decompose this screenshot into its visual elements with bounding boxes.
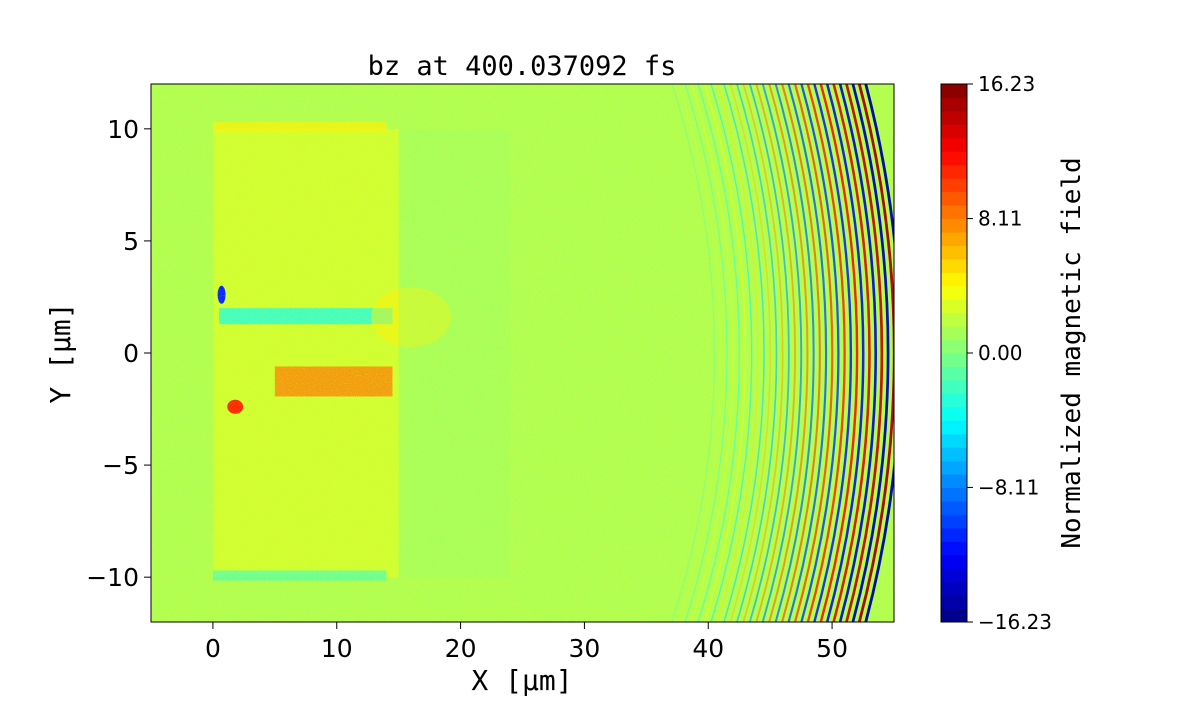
- x-tick-label: 50: [816, 634, 848, 663]
- wavefront-arc: [864, 84, 894, 622]
- wavefront-arc: [723, 84, 765, 622]
- colorbar-band: [941, 339, 967, 354]
- colorbar-band: [941, 124, 967, 139]
- colorbar-band: [941, 433, 967, 448]
- colorbar-band: [941, 245, 967, 260]
- y-tick-label: 0: [123, 339, 139, 368]
- colorbar-band: [941, 299, 967, 314]
- colorbar-band: [941, 366, 967, 381]
- x-axis: 0 10 20 30 40 50: [205, 622, 848, 663]
- x-tick-label: 10: [321, 634, 353, 663]
- wavefront-arc: [825, 84, 865, 622]
- colorbar-band: [941, 110, 967, 125]
- colorbar-band: [941, 205, 967, 219]
- x-tick-label: 40: [692, 634, 724, 663]
- colorbar-label: Normalized magnetic field: [1057, 157, 1087, 548]
- wavefront-arc: [690, 84, 734, 622]
- colorbar-ticks: 16.23 8.11 0.00 −8.11 −16.23: [967, 72, 1052, 634]
- colorbar-band: [941, 393, 967, 408]
- wavefront-arc: [800, 84, 840, 622]
- colorbar-band: [941, 191, 967, 206]
- colorbar-band: [941, 581, 967, 596]
- wavefront-arc: [697, 84, 740, 622]
- wavefront-arc: [845, 84, 884, 622]
- y-axis: 10 5 0 −5 −10: [86, 115, 151, 592]
- wavefronts: [664, 84, 894, 622]
- wavefront-arc: [832, 84, 871, 622]
- wavefront-arc: [677, 84, 722, 622]
- wavefront-arc: [806, 84, 846, 622]
- wavefront-arc: [729, 84, 772, 622]
- wavefront-arc: [716, 84, 759, 622]
- colorbar-tick-label: 0.00: [978, 341, 1023, 365]
- wavefront-arc: [710, 84, 753, 622]
- wavefront-arc: [857, 84, 894, 622]
- colorbar-band: [941, 151, 967, 166]
- colorbar-band: [941, 420, 967, 435]
- colorbar-band: [941, 447, 967, 462]
- x-axis-label: X [μm]: [471, 664, 572, 697]
- colorbar-tick-label: −8.11: [978, 475, 1039, 499]
- colorbar-band: [941, 231, 967, 246]
- colorbar-band: [941, 326, 967, 341]
- x-tick-label: 0: [205, 634, 221, 663]
- wavefront-arc: [742, 84, 784, 622]
- colorbar-band: [941, 379, 967, 394]
- wavefront-arc: [684, 84, 728, 622]
- colorbar-band: [941, 258, 967, 273]
- colorbar-band: [941, 554, 967, 569]
- colorbar: [941, 84, 967, 623]
- colorbar-band: [941, 353, 967, 367]
- colorbar-band: [941, 595, 967, 610]
- colorbar-band: [941, 568, 967, 583]
- wavefront-arc: [703, 84, 747, 622]
- colorbar-band: [941, 178, 967, 193]
- colorbar-band: [941, 527, 967, 542]
- y-tick-label: −10: [86, 563, 139, 592]
- x-tick-label: 30: [569, 634, 601, 663]
- colorbar-band: [941, 218, 967, 233]
- colorbar-band: [941, 608, 967, 623]
- colorbar-tick-label: 16.23: [978, 72, 1035, 96]
- colorbar-band: [941, 84, 967, 98]
- wavefront-arc: [838, 84, 878, 622]
- colorbar-tick-label: −16.23: [978, 610, 1052, 634]
- y-tick-label: 10: [107, 115, 139, 144]
- colorbar-band: [941, 500, 967, 515]
- colorbar-band: [941, 487, 967, 502]
- wavefront-arc: [748, 84, 790, 622]
- colorbar-band: [941, 474, 967, 488]
- wavefront-arc: [813, 84, 852, 622]
- x-tick-label: 20: [445, 634, 477, 663]
- colorbar-band: [941, 312, 967, 327]
- colorbar-band: [941, 97, 967, 112]
- y-tick-label: −5: [102, 451, 139, 480]
- colorbar-band: [941, 164, 967, 179]
- y-axis-label: Y [μm]: [44, 302, 77, 403]
- colorbar-band: [941, 285, 967, 300]
- wavefront-arc: [671, 84, 715, 622]
- colorbar-band: [941, 460, 967, 475]
- wavefront-arc: [819, 84, 859, 622]
- wavefront-arc: [851, 84, 890, 622]
- colorbar-band: [941, 514, 967, 529]
- colorbar-band: [941, 272, 967, 287]
- y-tick-label: 5: [123, 227, 139, 256]
- colorbar-tick-label: 8.11: [978, 207, 1023, 231]
- chart-title: bz at 400.037092 fs: [368, 51, 677, 82]
- colorbar-band: [941, 541, 967, 556]
- wavefront-arc: [736, 84, 778, 622]
- colorbar-band: [941, 137, 967, 152]
- plot-area: [151, 84, 894, 622]
- colorbar-band: [941, 406, 967, 421]
- wavefront-arc: [664, 84, 709, 622]
